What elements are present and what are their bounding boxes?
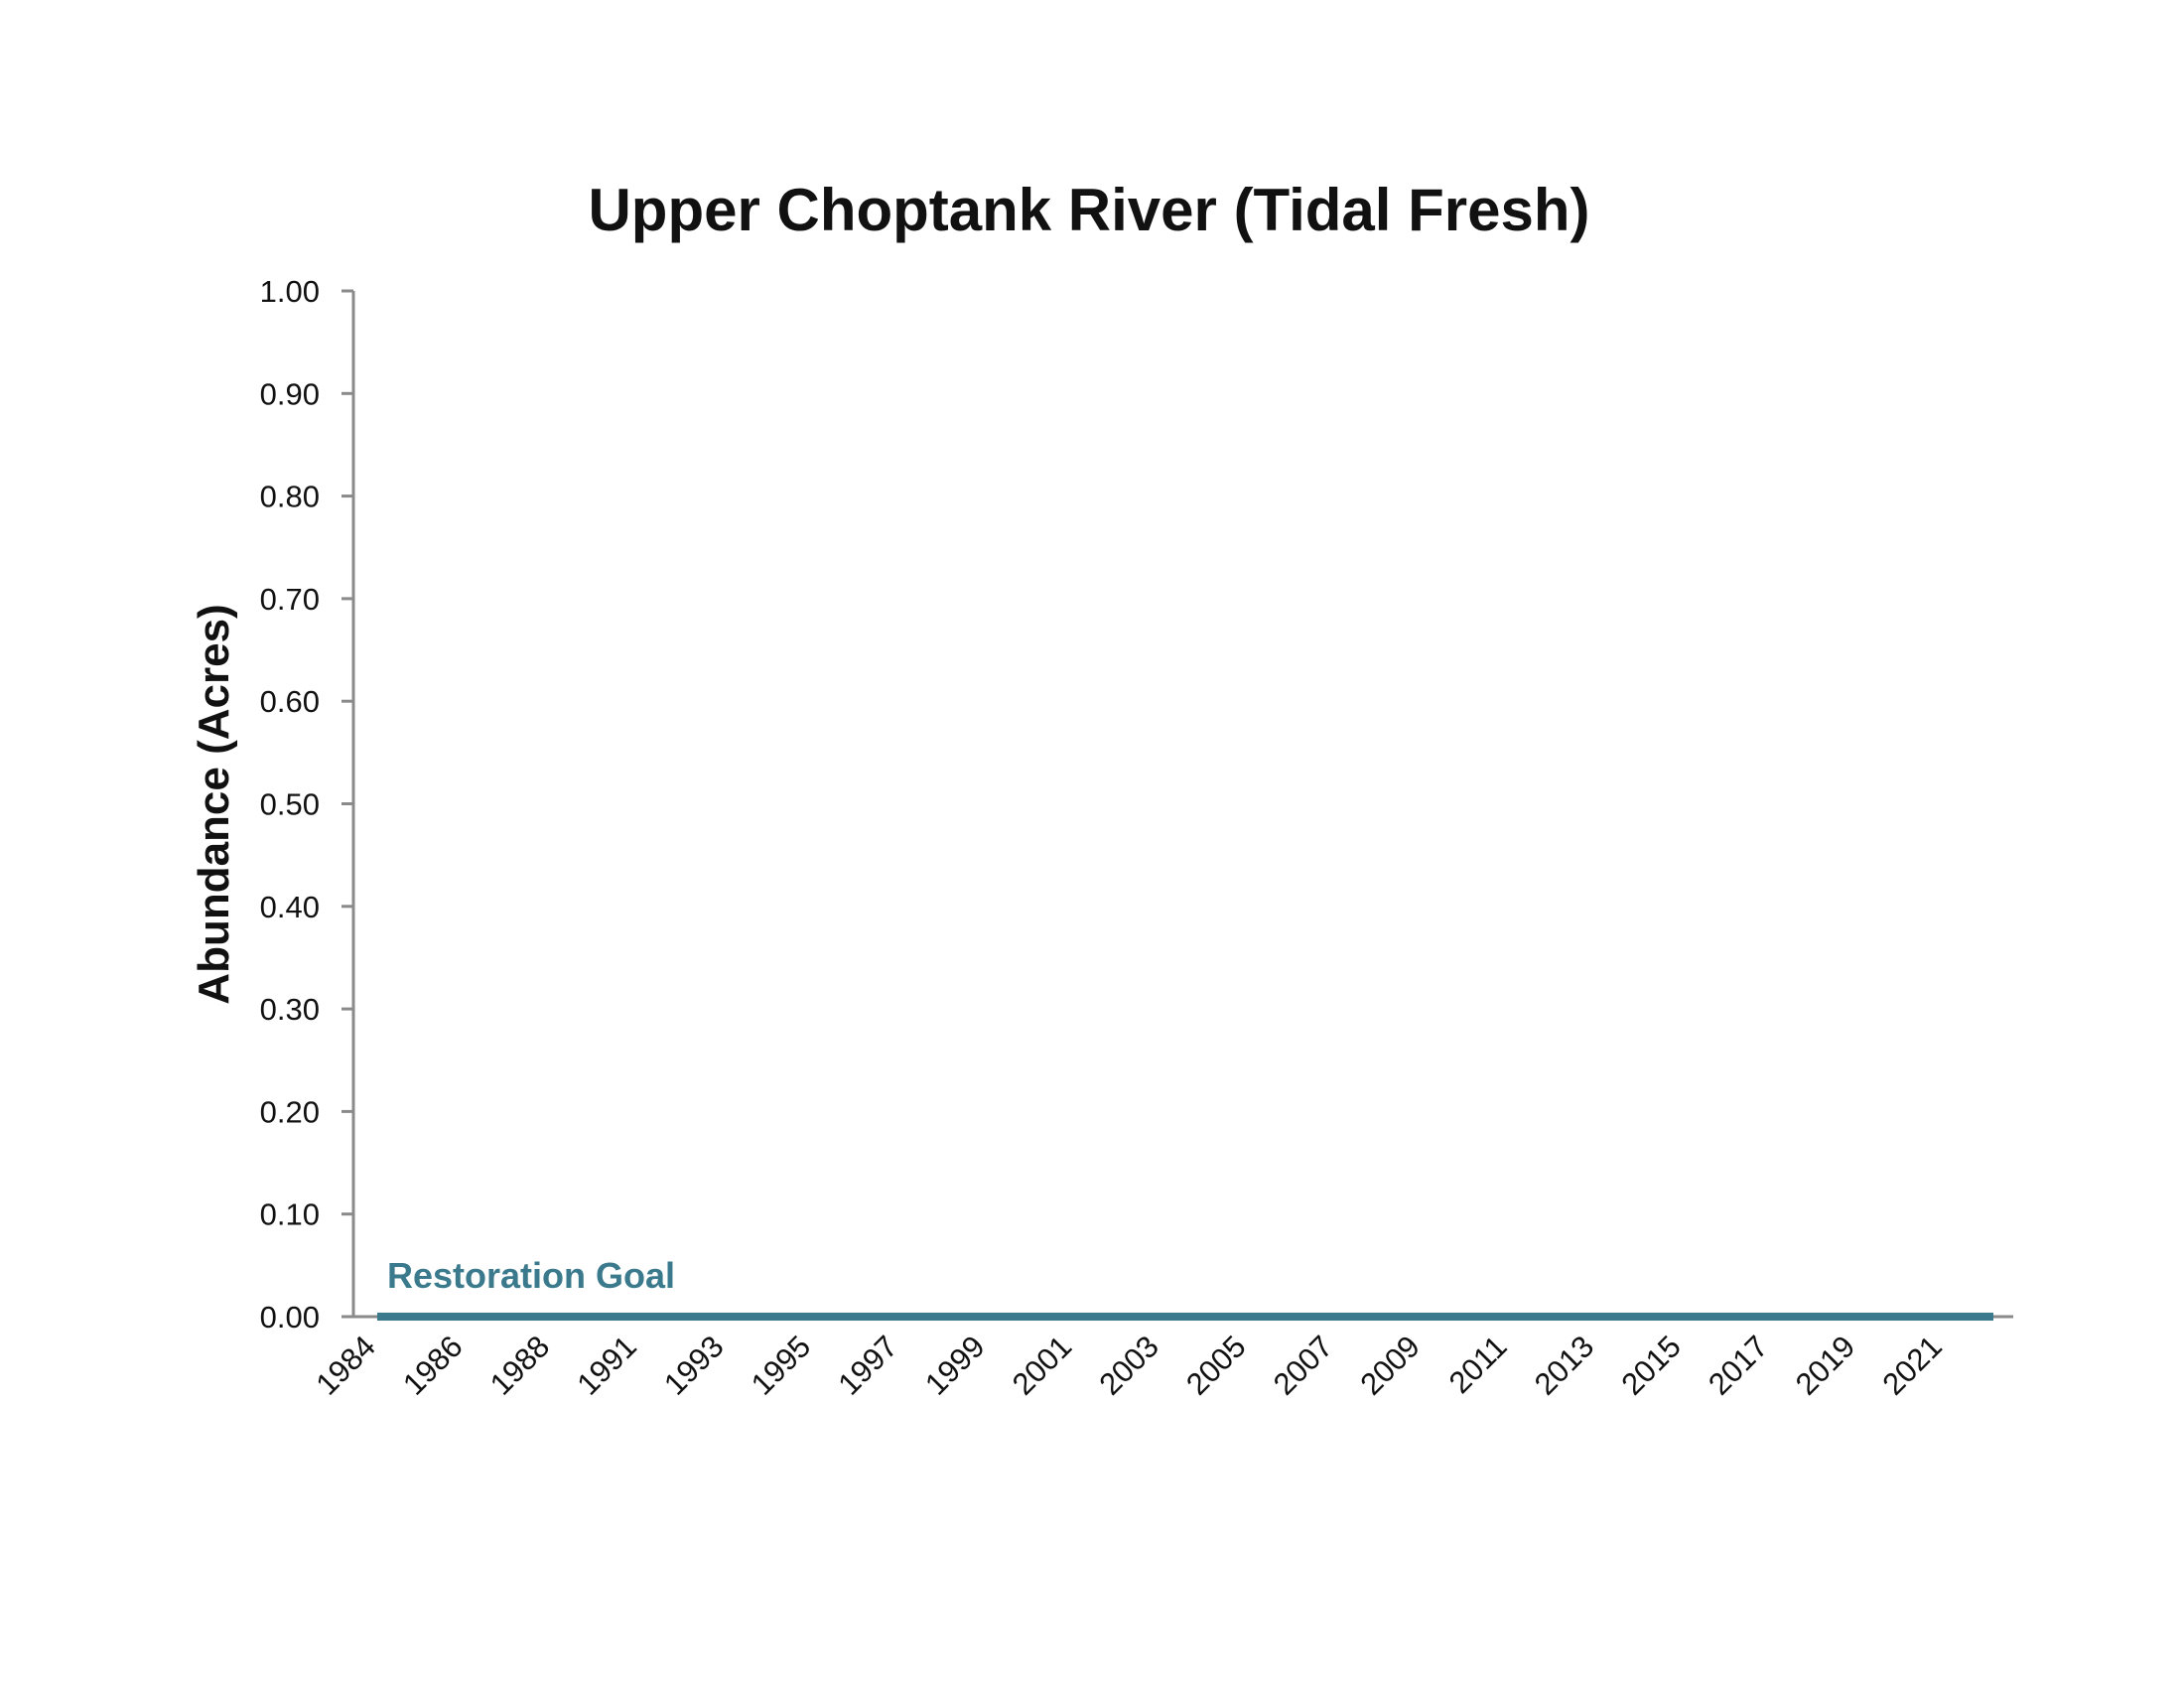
y-tick-label: 0.60	[260, 684, 320, 719]
series-layer: Restoration Goal	[377, 1255, 1993, 1321]
x-tick-label: 1984	[309, 1329, 382, 1402]
x-tick-label: 2013	[1528, 1329, 1601, 1402]
x-tick-label: 2009	[1353, 1329, 1427, 1402]
x-tick-label: 2015	[1614, 1329, 1688, 1402]
y-tick-label: 0.30	[260, 992, 320, 1027]
x-tick-label: 1997	[831, 1329, 904, 1402]
y-tick-label: 0.10	[260, 1197, 320, 1232]
x-tick-label: 1986	[396, 1329, 470, 1402]
y-tick-label: 0.40	[260, 890, 320, 924]
x-tick-label: 2021	[1875, 1329, 1949, 1402]
x-tick-label: 2019	[1789, 1329, 1862, 1402]
x-tick-label: 1988	[483, 1329, 557, 1402]
y-tick-label: 1.00	[260, 274, 320, 309]
x-tick-label: 1991	[570, 1329, 643, 1402]
x-tick-label: 2001	[1006, 1329, 1079, 1402]
x-tick-label: 1995	[745, 1329, 818, 1402]
y-tick-label: 0.00	[260, 1300, 320, 1335]
restoration-goal-label: Restoration Goal	[387, 1255, 675, 1296]
x-tick-group: 1984 1986 1988 1991 1993 1995 1997 1999 2001 2003…	[309, 1329, 1949, 1402]
x-tick-label: 2005	[1179, 1329, 1253, 1402]
x-tick-label: 2007	[1267, 1329, 1340, 1402]
x-tick-label: 2011	[1442, 1329, 1514, 1400]
chart-title: Upper Choptank River (Tidal Fresh)	[588, 177, 1589, 243]
x-tick-label: 1993	[657, 1329, 731, 1402]
y-tick-label: 0.70	[260, 582, 320, 617]
y-tick-label: 0.80	[260, 480, 320, 514]
y-axis-label: Abundance (Acres)	[190, 604, 238, 1004]
y-tick-group: 0.00 0.10 0.20 0.30 0.40 0.50 0.60 0.70 0.80 0.90…	[260, 274, 353, 1335]
y-tick-label: 0.20	[260, 1094, 320, 1129]
x-tick-label: 1999	[918, 1329, 992, 1402]
y-tick-label: 0.90	[260, 376, 320, 411]
x-tick-label: 2003	[1092, 1329, 1165, 1402]
x-tick-label: 2017	[1702, 1329, 1775, 1402]
y-tick-label: 0.50	[260, 787, 320, 822]
